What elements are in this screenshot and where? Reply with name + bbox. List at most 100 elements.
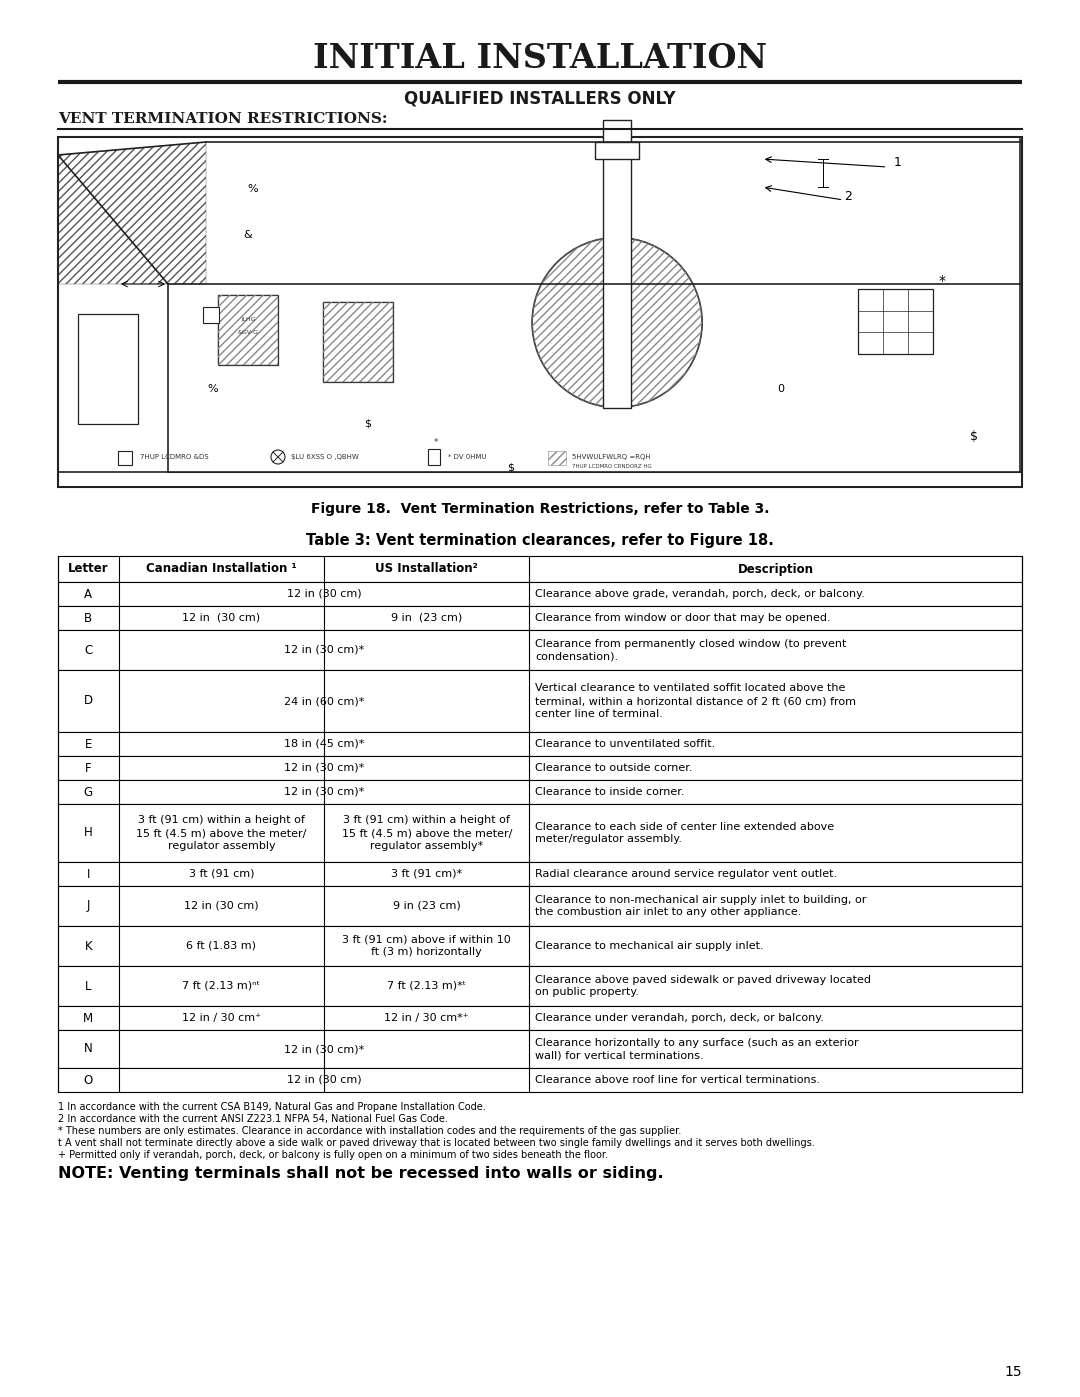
Text: 7HUP LCDMRO &DS: 7HUP LCDMRO &DS xyxy=(140,454,208,460)
Text: 12 in (30 cm): 12 in (30 cm) xyxy=(287,1076,362,1085)
Text: &GV-G: &GV-G xyxy=(238,331,258,335)
Text: Clearance under verandah, porch, deck, or balcony.: Clearance under verandah, porch, deck, o… xyxy=(536,1013,824,1023)
Bar xyxy=(58,780,1022,805)
Text: 12 in (30 cm)*: 12 in (30 cm)* xyxy=(284,787,364,798)
Text: Clearance above paved sidewalk or paved driveway located
on public property.: Clearance above paved sidewalk or paved … xyxy=(536,975,872,997)
Bar xyxy=(203,306,219,323)
Text: 2: 2 xyxy=(845,190,852,204)
Text: 5HVWULFWLRQ =RQH: 5HVWULFWLRQ =RQH xyxy=(572,454,650,460)
Bar xyxy=(58,1067,1022,1092)
Text: 7 ft (2.13 m)*ᵗ: 7 ft (2.13 m)*ᵗ xyxy=(388,981,467,990)
Bar xyxy=(859,289,933,353)
Bar xyxy=(603,120,631,408)
Text: + Permitted only if verandah, porch, deck, or balcony is fully open on a minimum: + Permitted only if verandah, porch, dec… xyxy=(58,1150,608,1160)
Text: N: N xyxy=(84,1042,93,1056)
Text: I: I xyxy=(86,868,90,880)
Text: %: % xyxy=(207,384,218,394)
Text: 0: 0 xyxy=(778,384,784,394)
Circle shape xyxy=(532,237,702,408)
Bar xyxy=(58,1030,1022,1067)
Text: 2 In accordance with the current ANSI Z223.1 NFPA 54, National Fuel Gas Code.: 2 In accordance with the current ANSI Z2… xyxy=(58,1113,448,1125)
Text: *: * xyxy=(939,274,945,288)
Bar xyxy=(58,886,1022,926)
Bar xyxy=(595,142,639,159)
Text: VENT TERMINATION RESTRICTIONS:: VENT TERMINATION RESTRICTIONS: xyxy=(58,112,388,126)
Bar xyxy=(428,448,440,465)
Text: 24 in (60 cm)*: 24 in (60 cm)* xyxy=(284,696,364,705)
Text: D: D xyxy=(84,694,93,707)
Text: Clearance to unventilated soffit.: Clearance to unventilated soffit. xyxy=(536,739,716,749)
Text: 3 ft (91 cm) above if within 10
ft (3 m) horizontally: 3 ft (91 cm) above if within 10 ft (3 m)… xyxy=(342,935,511,957)
Text: 12 in (30 cm): 12 in (30 cm) xyxy=(287,590,362,599)
Bar xyxy=(58,630,1022,671)
Text: * DV 0HMU: * DV 0HMU xyxy=(448,454,487,460)
Text: Vertical clearance to ventilated soffit located above the
terminal, within a hor: Vertical clearance to ventilated soffit … xyxy=(536,683,856,719)
Text: t A vent shall not terminate directly above a side walk or paved driveway that i: t A vent shall not terminate directly ab… xyxy=(58,1139,814,1148)
Bar xyxy=(58,965,1022,1006)
Text: Clearance horizontally to any surface (such as an exterior
wall) for vertical te: Clearance horizontally to any surface (s… xyxy=(536,1038,859,1060)
Text: Table 3: Vent termination clearances, refer to Figure 18.: Table 3: Vent termination clearances, re… xyxy=(306,534,774,549)
Text: A: A xyxy=(84,588,93,601)
Text: 9 in  (23 cm): 9 in (23 cm) xyxy=(391,613,462,623)
Bar xyxy=(58,732,1022,756)
Text: 12 in  (30 cm): 12 in (30 cm) xyxy=(183,613,260,623)
Text: Clearance above roof line for vertical terminations.: Clearance above roof line for vertical t… xyxy=(536,1076,821,1085)
Text: 12 in / 30 cm*⁺: 12 in / 30 cm*⁺ xyxy=(384,1013,469,1023)
Text: 18 in (45 cm)*: 18 in (45 cm)* xyxy=(284,739,364,749)
Text: 9 in (23 cm): 9 in (23 cm) xyxy=(393,901,460,911)
Bar xyxy=(218,295,278,365)
Text: Clearance to inside corner.: Clearance to inside corner. xyxy=(536,787,685,798)
Text: %: % xyxy=(247,184,258,194)
Bar xyxy=(58,926,1022,965)
Text: Clearance to each side of center line extended above
meter/regulator assembly.: Clearance to each side of center line ex… xyxy=(536,821,835,844)
Text: INITIAL INSTALLATION: INITIAL INSTALLATION xyxy=(313,42,767,75)
Bar xyxy=(548,451,566,465)
Text: M: M xyxy=(83,1011,94,1024)
Text: QUALIFIED INSTALLERS ONLY: QUALIFIED INSTALLERS ONLY xyxy=(404,89,676,108)
Circle shape xyxy=(271,450,285,464)
Text: 12 in (30 cm)*: 12 in (30 cm)* xyxy=(284,763,364,773)
Bar xyxy=(58,671,1022,732)
Text: US Installation²: US Installation² xyxy=(376,563,478,576)
Text: O: O xyxy=(84,1073,93,1087)
Text: 7 ft (2.13 m)ⁿᵗ: 7 ft (2.13 m)ⁿᵗ xyxy=(183,981,260,990)
Bar xyxy=(78,314,138,425)
Bar xyxy=(58,805,1022,862)
Text: G: G xyxy=(84,785,93,799)
Text: 1 In accordance with the current CSA B149, Natural Gas and Propane Installation : 1 In accordance with the current CSA B14… xyxy=(58,1102,486,1112)
Text: 12 in (30 cm): 12 in (30 cm) xyxy=(184,901,259,911)
Bar xyxy=(59,138,1021,486)
Text: 12 in (30 cm)*: 12 in (30 cm)* xyxy=(284,645,364,655)
Text: Clearance to non-mechanical air supply inlet to building, or
the combustion air : Clearance to non-mechanical air supply i… xyxy=(536,894,867,918)
Text: )LHG: )LHG xyxy=(240,317,256,321)
Text: 3 ft (91 cm) within a height of
15 ft (4.5 m) above the meter/
regulator assembl: 3 ft (91 cm) within a height of 15 ft (4… xyxy=(341,816,512,851)
Bar xyxy=(118,451,132,465)
Text: Radial clearance around service regulator vent outlet.: Radial clearance around service regulato… xyxy=(536,869,837,879)
Text: Canadian Installation ¹: Canadian Installation ¹ xyxy=(146,563,297,576)
Text: Description: Description xyxy=(738,563,813,576)
Text: Figure 18.  Vent Termination Restrictions, refer to Table 3.: Figure 18. Vent Termination Restrictions… xyxy=(311,502,769,515)
Text: NOTE: Venting terminals shall not be recessed into walls or siding.: NOTE: Venting terminals shall not be rec… xyxy=(58,1166,663,1180)
Text: B: B xyxy=(84,612,93,624)
Text: $: $ xyxy=(508,462,514,472)
Text: 15: 15 xyxy=(1004,1365,1022,1379)
Text: *: * xyxy=(434,439,438,447)
Text: * These numbers are only estimates. Clearance in accordance with installation co: * These numbers are only estimates. Clea… xyxy=(58,1126,681,1136)
Text: Clearance from permanently closed window (to prevent
condensation).: Clearance from permanently closed window… xyxy=(536,638,847,661)
Text: H: H xyxy=(84,827,93,840)
Bar xyxy=(58,756,1022,780)
Text: F: F xyxy=(85,761,92,774)
Text: J: J xyxy=(86,900,90,912)
Text: Clearance to mechanical air supply inlet.: Clearance to mechanical air supply inlet… xyxy=(536,942,764,951)
Text: $: $ xyxy=(970,430,977,443)
Text: 7HUP LCDMRO CRNDORZ HG: 7HUP LCDMRO CRNDORZ HG xyxy=(572,464,651,469)
Bar xyxy=(58,556,1022,583)
Text: Clearance to outside corner.: Clearance to outside corner. xyxy=(536,763,693,773)
Text: Clearance from window or door that may be opened.: Clearance from window or door that may b… xyxy=(536,613,831,623)
Text: $: $ xyxy=(365,419,372,429)
Text: 12 in (30 cm)*: 12 in (30 cm)* xyxy=(284,1044,364,1053)
Bar xyxy=(58,862,1022,886)
Bar xyxy=(323,302,393,381)
Text: 12 in / 30 cm⁺: 12 in / 30 cm⁺ xyxy=(181,1013,261,1023)
Text: $LU 6XSS O ,QBHW: $LU 6XSS O ,QBHW xyxy=(291,454,359,460)
